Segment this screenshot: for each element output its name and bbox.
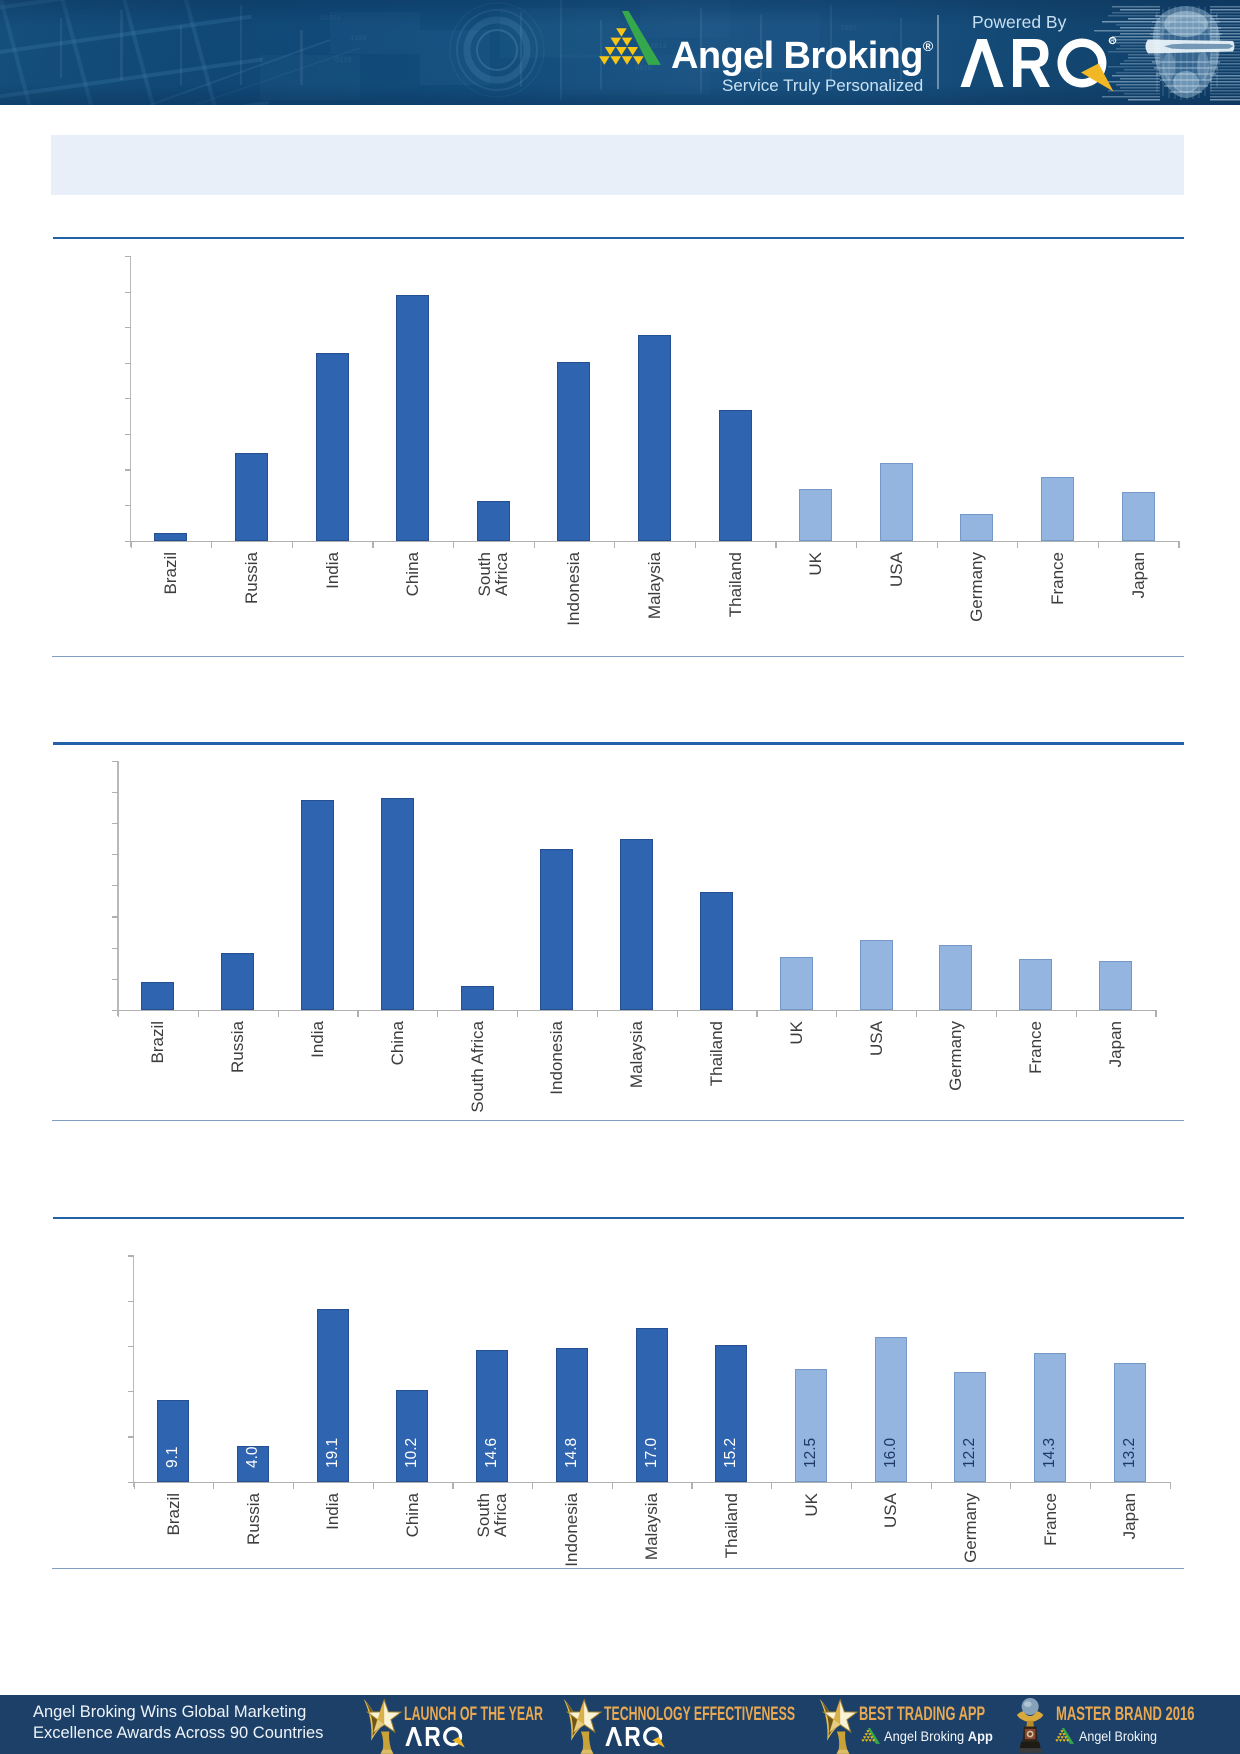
svg-text:R: R (1110, 38, 1115, 45)
